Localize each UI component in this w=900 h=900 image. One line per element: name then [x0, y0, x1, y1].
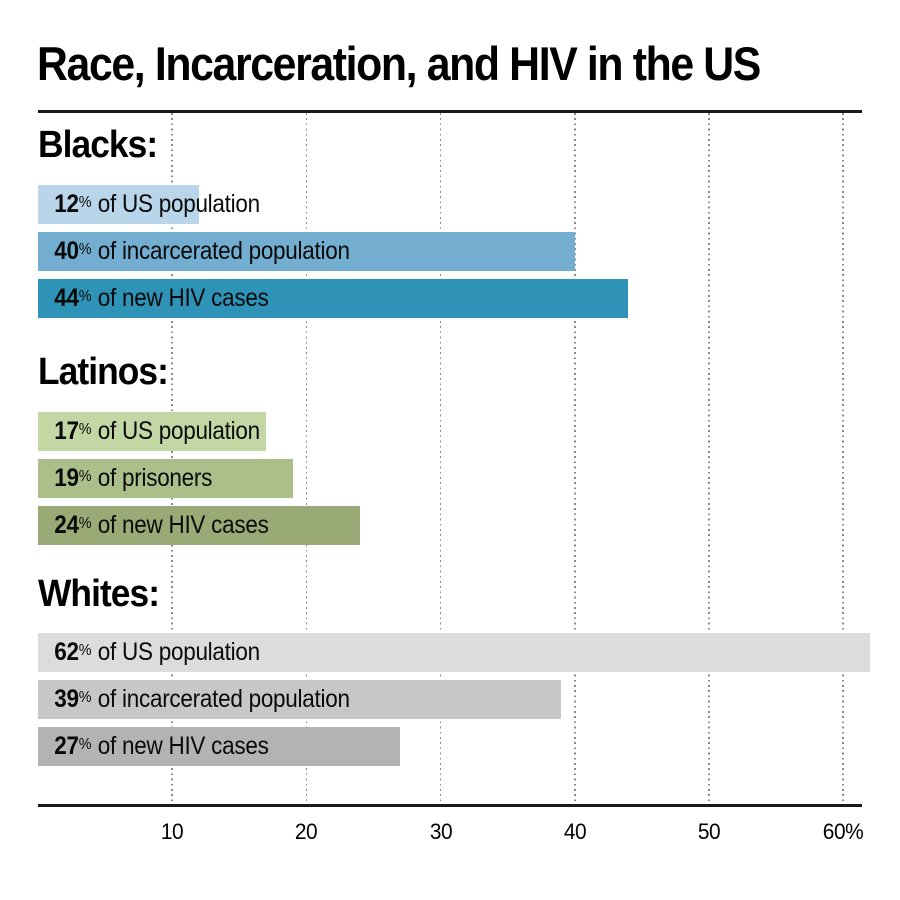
bar-label: 39% of incarcerated population	[38, 685, 350, 714]
bar-label: 40% of incarcerated population	[38, 237, 350, 266]
title-rule	[38, 110, 862, 113]
bar-unit: %	[78, 689, 92, 706]
group-heading-blacks: Blacks:	[38, 124, 158, 166]
bar-whites-incarcerated: 39% of incarcerated population	[38, 680, 562, 719]
axis-tick-label: 10	[161, 819, 184, 844]
chart-title: Race, Incarceration, and HIV in the US	[37, 37, 761, 90]
bar-label: 44% of new HIV cases	[38, 284, 269, 313]
bar-blacks-hiv: 44% of new HIV cases	[38, 279, 629, 318]
bar-unit: %	[78, 194, 92, 211]
bar-value: 40	[54, 237, 79, 265]
bar-label: 24% of new HIV cases	[38, 511, 269, 540]
bar-latinos-prisoners: 19% of prisoners	[38, 459, 293, 498]
bar-label: 17% of US population	[38, 417, 260, 446]
bar-value: 17	[54, 417, 79, 445]
bar-value: 12	[54, 190, 79, 218]
bar-unit: %	[78, 736, 92, 753]
bar-whites-us-population: 62% of US population	[38, 633, 871, 672]
bar-label: 27% of new HIV cases	[38, 732, 269, 761]
gridline-40	[574, 113, 576, 804]
bar-value: 24	[54, 511, 79, 539]
bar-label: 12% of US population	[38, 190, 260, 219]
bar-label: 62% of US population	[38, 638, 260, 667]
bar-description: of new HIV cases	[97, 511, 269, 539]
bar-unit: %	[78, 642, 92, 659]
gridline-50	[708, 113, 710, 804]
bar-latinos-us-population: 17% of US population	[38, 412, 267, 451]
bar-value: 44	[54, 284, 79, 312]
bar-description: of new HIV cases	[97, 732, 269, 760]
gridline-10	[171, 113, 173, 804]
bar-description: of US population	[97, 417, 260, 445]
bar-description: of new HIV cases	[97, 284, 269, 312]
bar-description: of prisoners	[97, 464, 213, 492]
bar-unit: %	[78, 241, 92, 258]
bar-unit: %	[78, 468, 92, 485]
bar-value: 39	[54, 685, 79, 713]
bar-description: of incarcerated population	[97, 685, 350, 713]
bar-value: 62	[54, 638, 79, 666]
gridline-20	[305, 113, 308, 804]
axis-tick-label: 20	[295, 819, 318, 844]
bar-unit: %	[78, 421, 92, 438]
bar-value: 19	[54, 464, 79, 492]
bar-value: 27	[54, 732, 79, 760]
bar-blacks-us-population: 12% of US population	[38, 185, 260, 224]
bar-blacks-incarcerated: 40% of incarcerated population	[38, 232, 575, 271]
bar-whites-hiv: 27% of new HIV cases	[38, 727, 401, 766]
gridline-30	[439, 113, 442, 804]
bar-latinos-hiv: 24% of new HIV cases	[38, 506, 361, 545]
axis-tick-label: 40	[563, 819, 587, 844]
axis-tick-label: 30	[429, 819, 452, 844]
axis-tick-label: 60%	[822, 819, 864, 844]
group-heading-whites: Whites:	[38, 573, 160, 615]
gridline-60	[842, 113, 844, 804]
axis-tick-label: 50	[697, 819, 721, 844]
group-heading-latinos: Latinos:	[38, 351, 169, 393]
bar-label: 19% of prisoners	[38, 464, 212, 493]
x-axis-line	[38, 804, 862, 807]
bar-unit: %	[78, 288, 92, 305]
bar-unit: %	[78, 515, 92, 532]
bar-description: of US population	[97, 190, 260, 218]
bar-description: of US population	[97, 638, 260, 666]
bar-description: of incarcerated population	[97, 237, 350, 265]
